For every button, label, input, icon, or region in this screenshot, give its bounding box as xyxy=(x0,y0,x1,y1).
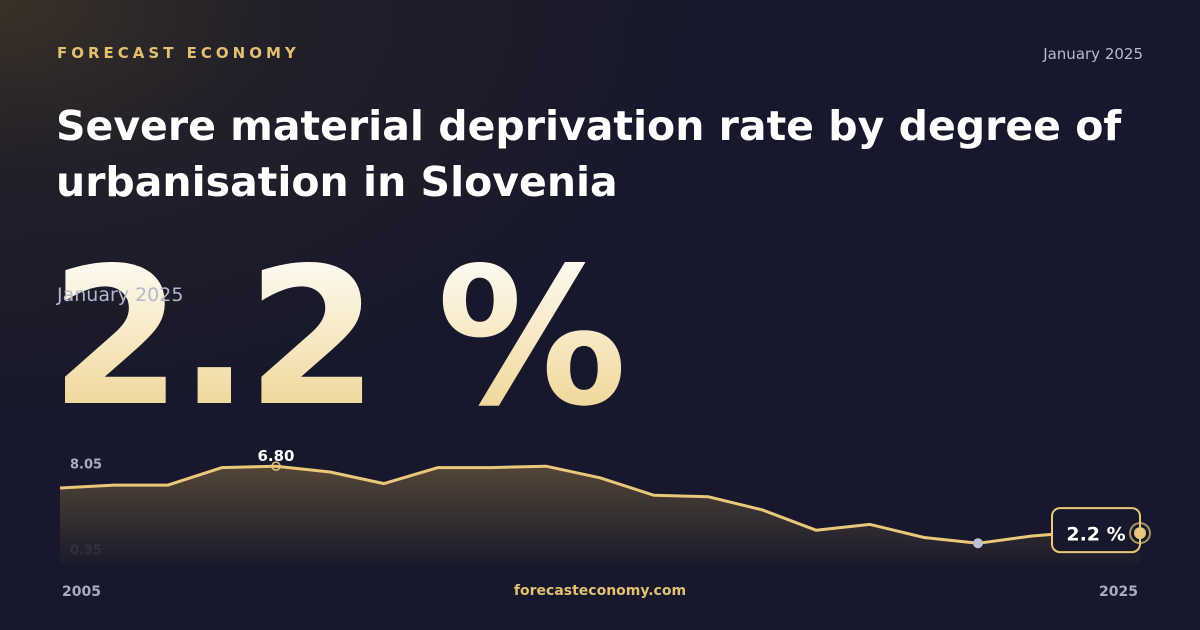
peak-point xyxy=(271,461,281,471)
callout-ring xyxy=(1129,522,1151,545)
headline-value: 2.2 % xyxy=(50,227,627,448)
callout-label: 2.2 % xyxy=(1066,524,1125,546)
line xyxy=(59,464,1141,545)
footer: forecasteconomy.com xyxy=(513,583,687,599)
min-point xyxy=(973,538,983,549)
headline-date: January 2025 xyxy=(57,284,184,306)
callout-point xyxy=(1134,527,1146,540)
y-tick-label: 8.05 xyxy=(70,458,102,473)
x-tick-label: 2005 xyxy=(62,584,101,600)
brand: FORECAST ECONOMY xyxy=(57,44,300,62)
x-tick-label: 2025 xyxy=(1099,584,1138,600)
area xyxy=(60,466,1140,564)
peak-label: 6.80 xyxy=(257,447,294,465)
date: January 2025 xyxy=(1043,45,1143,63)
title: Severe material deprivation rate by degr… xyxy=(56,102,1122,206)
